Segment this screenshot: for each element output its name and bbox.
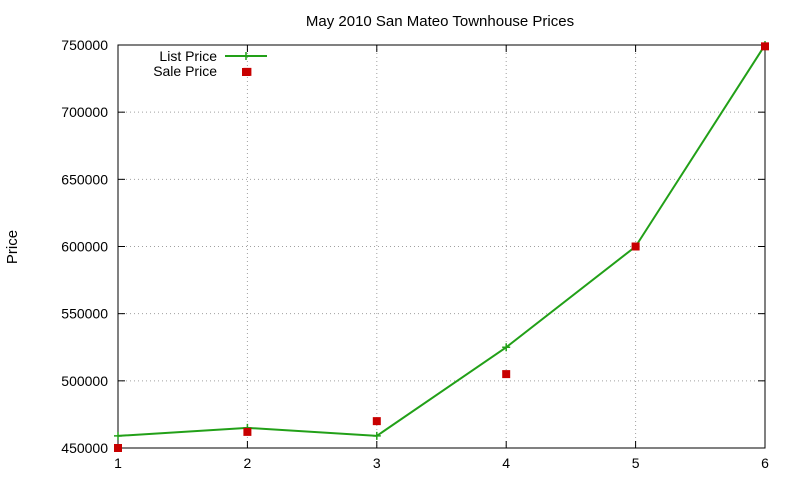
y-axis-label: Price bbox=[4, 230, 21, 264]
legend-label-list-price: List Price bbox=[159, 48, 217, 64]
x-tick-label: 2 bbox=[244, 455, 252, 471]
sale-price-point bbox=[502, 370, 511, 379]
sale-price-point bbox=[631, 242, 640, 251]
y-tick-label: 450000 bbox=[61, 440, 108, 456]
list-price-line bbox=[117, 44, 766, 437]
y-tick-label: 650000 bbox=[61, 171, 108, 187]
x-tick-label: 5 bbox=[632, 455, 640, 471]
legend-label-sale-price: Sale Price bbox=[153, 63, 217, 79]
list-price-point bbox=[114, 431, 122, 440]
sale-price-point bbox=[761, 42, 769, 51]
legend-sample-sale-price-marker bbox=[242, 68, 250, 76]
list-price-point bbox=[502, 343, 511, 352]
y-tick-label: 700000 bbox=[61, 104, 108, 120]
y-tick-label: 500000 bbox=[61, 373, 108, 389]
grid bbox=[118, 45, 765, 448]
x-tick-label: 3 bbox=[373, 455, 381, 471]
y-tick-label: 600000 bbox=[61, 239, 108, 255]
sale-price-point bbox=[372, 417, 381, 426]
x-tick-label: 6 bbox=[761, 455, 769, 471]
y-tick-label: 750000 bbox=[61, 37, 108, 53]
plot-frame bbox=[117, 44, 766, 449]
legend-sample-list-price-marker bbox=[242, 52, 250, 60]
x-tick-label: 1 bbox=[114, 455, 122, 471]
legend: List Price Sale Price bbox=[153, 48, 267, 79]
x-tick-label: 4 bbox=[502, 455, 510, 471]
sale-price-point bbox=[243, 427, 252, 436]
y-tick-label: 550000 bbox=[61, 306, 108, 322]
list-price-point bbox=[372, 431, 381, 440]
chart-title: May 2010 San Mateo Townhouse Prices bbox=[306, 13, 574, 30]
axis-ticks: 1 2 3 4 5 6 450000 500000 550000 600000 650000 7000… bbox=[61, 37, 769, 471]
sale-price-point bbox=[114, 444, 122, 452]
